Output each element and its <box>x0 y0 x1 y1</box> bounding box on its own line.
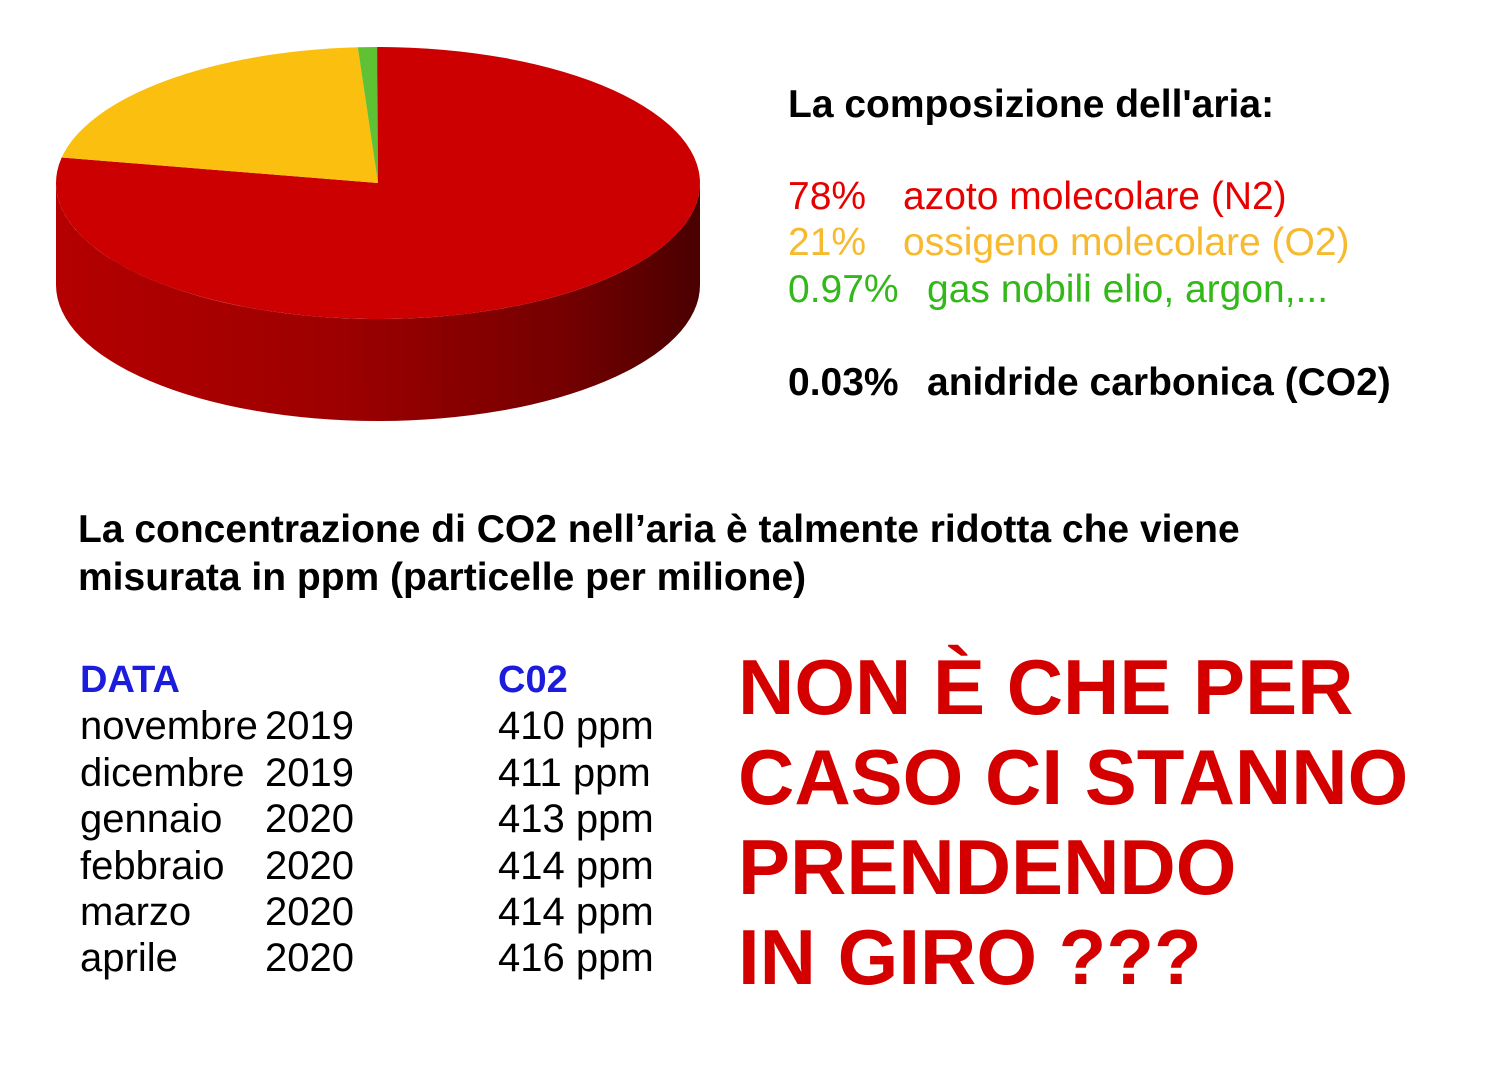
chart-title: La composizione dell'aria: <box>788 83 1275 126</box>
legend-label: gas nobili elio, argon,... <box>927 268 1329 311</box>
pie-slice-3 <box>377 46 378 184</box>
cell-year: 2019 <box>265 704 354 749</box>
cell-value: 414 ppm <box>498 843 654 888</box>
legend-label: anidride carbonica (CO2) <box>927 361 1391 404</box>
cell-value: 410 ppm <box>498 704 654 749</box>
cell-year: 2020 <box>265 889 354 934</box>
legend-value: 0.97% <box>788 268 899 311</box>
headline: NON È CHE PER CASO CI STANNO PRENDENDO I… <box>738 642 1478 1002</box>
cell-year: 2019 <box>265 750 354 795</box>
headline-line: IN GIRO ??? <box>738 913 1202 1001</box>
header-date: DATA <box>80 659 180 701</box>
cell-year: 2020 <box>265 797 354 842</box>
legend-label: azoto molecolare (N2) <box>903 175 1287 218</box>
intro-line: misurata in ppm (particelle per milione) <box>78 556 807 599</box>
table-row: dicembre 2019 411 ppm <box>80 750 720 796</box>
table-row: marzo 2020 414 ppm <box>80 889 720 935</box>
pie-side-0 <box>56 183 700 421</box>
cell-value: 411 ppm <box>498 750 651 795</box>
pie-slices <box>55 46 700 319</box>
headline-line: CASO CI STANNO <box>738 733 1409 821</box>
legend-item-gas-nobili: 0.97% gas nobili elio, argon,... <box>788 267 1328 313</box>
intro-line: La concentrazione di CO2 nell’aria è tal… <box>78 508 1240 551</box>
pie-side-walls <box>56 183 700 421</box>
cell-value: 413 ppm <box>498 797 654 842</box>
cell-month: aprile <box>80 936 178 981</box>
pie-slice-2 <box>357 47 378 183</box>
cell-year: 2020 <box>265 843 354 888</box>
legend-item-anidride-carbonica: 0.03% anidride carbonica (CO2) <box>788 360 1391 406</box>
table-row: aprile 2020 416 ppm <box>80 935 720 981</box>
pie-chart <box>55 46 700 421</box>
cell-month: dicembre <box>80 750 245 795</box>
legend-value: 21% <box>788 221 867 264</box>
headline-line: NON È CHE PER <box>738 643 1354 731</box>
cell-month: febbraio <box>80 843 225 888</box>
table-row: febbraio 2020 414 ppm <box>80 843 720 889</box>
pie-slice-1 <box>61 47 378 183</box>
legend-item-azoto: 78% azoto molecolare (N2) <box>788 174 1287 220</box>
table-row: novembre 2019 410 ppm <box>80 703 720 749</box>
co2-table: DATA C02 novembre 2019 410 ppm dicembre … <box>80 657 720 982</box>
legend-item-ossigeno: 21% ossigeno molecolare (O2) <box>788 220 1350 266</box>
legend-value: 78% <box>788 175 867 218</box>
headline-line: PRENDENDO <box>738 823 1237 911</box>
cell-month: marzo <box>80 889 192 934</box>
legend-label: ossigeno molecolare (O2) <box>903 221 1350 264</box>
cell-value: 414 ppm <box>498 889 654 934</box>
intro-paragraph: La concentrazione di CO2 nell’aria è tal… <box>78 506 1478 602</box>
legend-value: 0.03% <box>788 361 899 404</box>
table-header: DATA C02 <box>80 657 720 703</box>
cell-value: 416 ppm <box>498 936 654 981</box>
cell-month: novembre <box>80 704 258 749</box>
cell-year: 2020 <box>265 936 354 981</box>
pie-slice-0 <box>55 47 700 319</box>
table-row: gennaio 2020 413 ppm <box>80 796 720 842</box>
header-co2: C02 <box>498 659 568 701</box>
cell-month: gennaio <box>80 797 223 842</box>
pie-legend: La composizione dell'aria: 78% azoto mole… <box>788 0 1488 430</box>
